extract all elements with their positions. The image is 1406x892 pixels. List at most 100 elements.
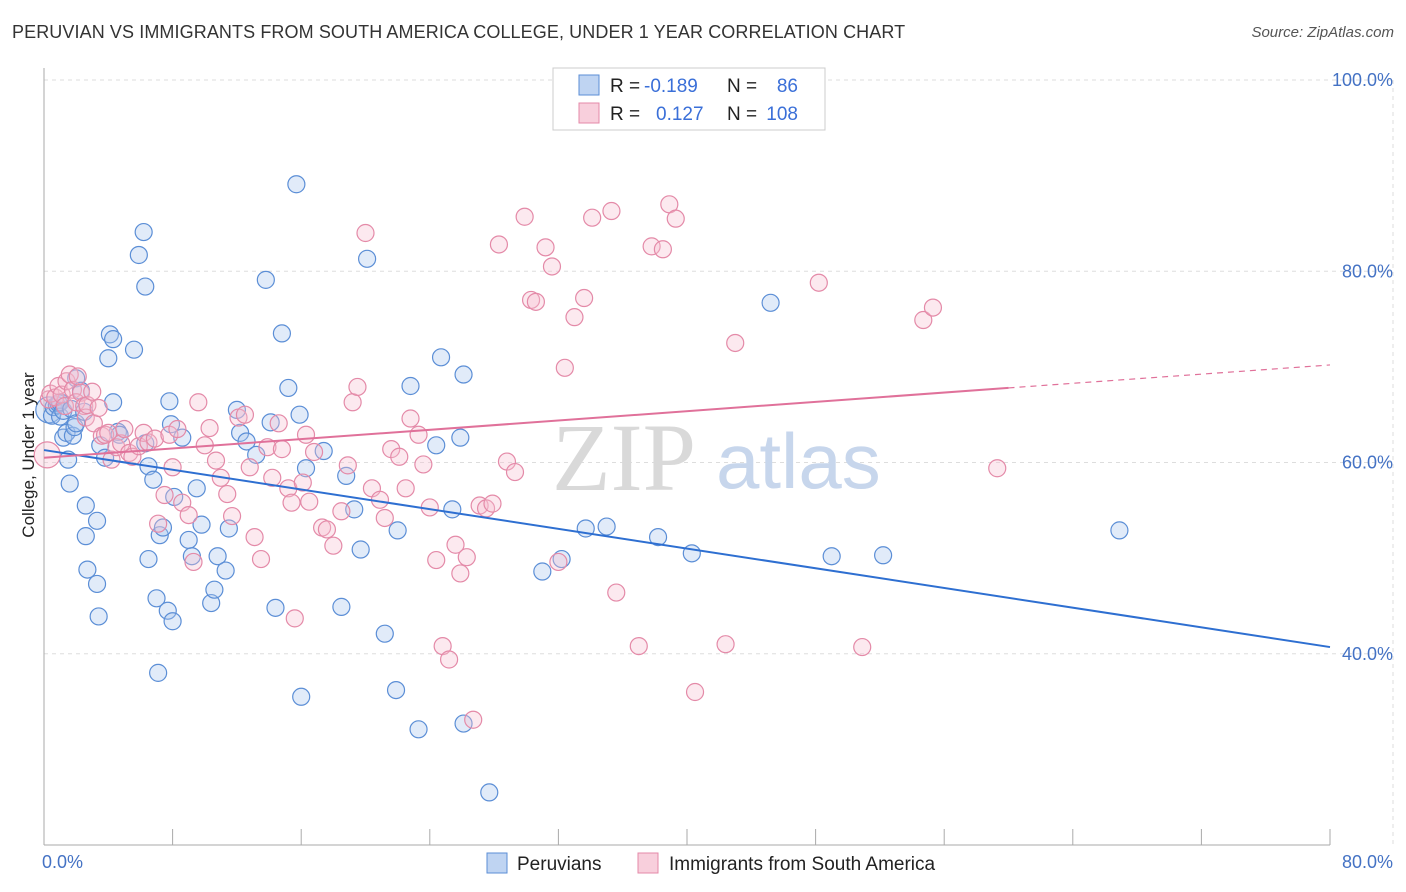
immigrants-point: [489, 235, 509, 254]
peruvians-point: [78, 560, 97, 579]
immigrants-point: [251, 549, 271, 569]
peruvians-point: [266, 598, 285, 617]
immigrants-point: [304, 442, 324, 462]
peruvians-point: [179, 530, 198, 550]
stats-n-label-blue: N =: [727, 76, 757, 97]
immigrants-point: [168, 419, 187, 439]
immigrants-point: [653, 240, 672, 259]
immigrants-point: [716, 635, 735, 654]
immigrants-point: [83, 382, 102, 401]
immigrants-point: [853, 637, 872, 657]
immigrants-point: [414, 455, 433, 474]
immigrants-point: [296, 425, 316, 444]
peruvians-point: [149, 663, 168, 682]
peruvians-point: [427, 436, 446, 455]
peruvians-point: [386, 680, 406, 700]
immigrants-point: [375, 508, 394, 528]
immigrants-point: [163, 458, 182, 477]
peruvians-point: [822, 547, 841, 566]
immigrants-point: [155, 485, 174, 505]
immigrants-point: [55, 396, 74, 416]
scatter-points: [33, 175, 1129, 802]
peruvians-point: [351, 540, 370, 559]
peruvians-point: [208, 547, 227, 566]
immigrants-point: [439, 650, 459, 669]
peruvians-point: [296, 459, 316, 478]
peruvians-point: [87, 574, 107, 594]
immigrants-point: [184, 552, 203, 572]
peruvians-point: [314, 441, 333, 461]
immigrants-point: [607, 583, 626, 602]
peruvians-point: [1110, 521, 1129, 540]
immigrants-point: [68, 367, 87, 386]
immigrants-point: [602, 201, 621, 221]
immigrants-point: [390, 447, 409, 466]
stats-r-label-pink: R =: [610, 104, 640, 125]
immigrants-point: [206, 451, 226, 470]
immigrants-point: [240, 458, 259, 477]
axes: [43, 68, 1331, 846]
chart-title: PERUVIAN VS IMMIGRANTS FROM SOUTH AMERIC…: [12, 22, 906, 42]
stats-swatch-pink: [578, 102, 600, 124]
immigrants-point: [988, 459, 1007, 478]
immigrants-point: [575, 288, 594, 308]
y-tick-label: 40.0%: [1342, 644, 1393, 664]
immigrants-point: [396, 479, 415, 498]
immigrants-point: [348, 377, 367, 397]
peruvians-point: [272, 324, 292, 343]
stats-r-label-blue: R =: [610, 76, 640, 97]
stats-r-value-pink: 0.127: [656, 104, 704, 125]
peruvians-point: [480, 783, 499, 802]
peruvians-point: [87, 511, 107, 530]
peruvians-point: [89, 607, 108, 626]
peruvians-point: [76, 496, 95, 515]
trend-lines: [43, 364, 1331, 649]
peruvians-point: [443, 500, 462, 519]
immigrants-point: [923, 298, 943, 317]
peruvians-point: [134, 222, 153, 242]
immigrants-point: [343, 393, 362, 412]
peruvians-point: [192, 515, 211, 534]
immigrants-point: [427, 550, 446, 570]
immigrants-point: [269, 414, 288, 433]
immigrants-point: [451, 564, 470, 583]
immigrants-point: [78, 396, 97, 415]
stats-legend: R = -0.189 N = 86 R = 0.127 N = 108: [552, 67, 826, 131]
immigrants-point: [179, 505, 198, 525]
immigrants-point: [549, 552, 568, 572]
watermark: ZIP atlas: [552, 404, 881, 511]
legend-label-peruvians: Peruvians: [517, 854, 602, 875]
peruvians-point: [99, 349, 118, 368]
y-tick-labels: 40.0% 60.0% 80.0% 100.0%: [1332, 70, 1393, 664]
immigrants-point: [145, 429, 165, 448]
immigrants-point: [189, 393, 208, 412]
legend-label-immigrants: Immigrants from South America: [669, 854, 936, 875]
watermark-zip: ZIP: [552, 404, 696, 511]
immigrants-point: [115, 419, 134, 439]
peruvians-point: [358, 249, 377, 268]
peruvians-point: [431, 348, 451, 367]
immigrants-trend-extension: [1008, 364, 1331, 389]
immigrants-point: [149, 514, 168, 533]
immigrants-trend-line: [43, 386, 1009, 459]
immigrants-point: [505, 462, 525, 482]
immigrants-point: [542, 257, 562, 276]
peruvians-point: [874, 546, 893, 565]
immigrants-point: [565, 308, 584, 327]
peruvians-point: [451, 428, 470, 447]
peruvians-point: [454, 365, 473, 384]
immigrants-point: [222, 506, 242, 526]
immigrants-point: [89, 398, 108, 418]
peruvians-point: [409, 720, 428, 739]
y-tick-label: 80.0%: [1342, 261, 1393, 281]
peruvians-point: [375, 624, 394, 643]
x-tick-label-left: 0.0%: [42, 852, 83, 872]
peruvians-point: [533, 562, 552, 581]
legend-swatch-immigrants: [637, 852, 659, 874]
stats-r-value-blue: -0.189: [644, 76, 698, 97]
immigrants-point: [914, 310, 933, 330]
immigrants-point: [245, 527, 264, 547]
immigrants-point: [272, 440, 292, 459]
peruvians-point: [279, 378, 298, 398]
